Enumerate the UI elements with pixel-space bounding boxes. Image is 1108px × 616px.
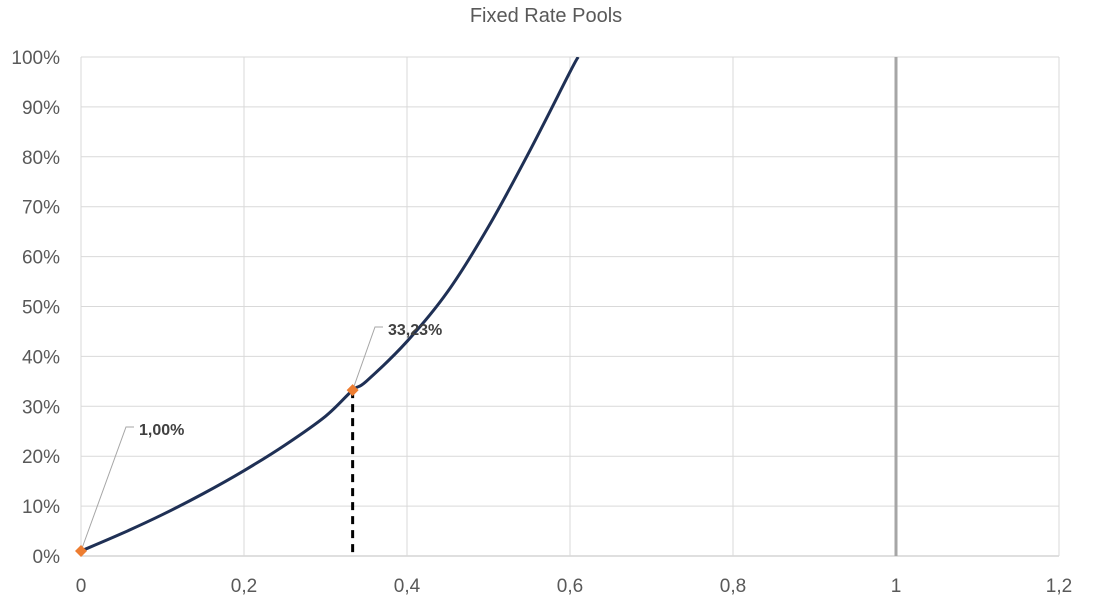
y-tick-label: 50% xyxy=(22,298,60,319)
x-tick-label: 0,2 xyxy=(231,576,257,597)
x-tick-label: 0,4 xyxy=(394,576,421,597)
y-tick-label: 60% xyxy=(22,248,60,269)
y-tick-label: 100% xyxy=(11,48,60,69)
leader-line xyxy=(80,426,134,552)
grid xyxy=(80,56,1060,557)
plot-area: 1,00% 33,23% xyxy=(75,57,898,558)
y-tick-label: 0% xyxy=(33,547,61,568)
x-tick-label: 1 xyxy=(891,576,902,597)
y-tick-label: 10% xyxy=(22,497,60,518)
series-line xyxy=(81,57,580,553)
data-label: 33,23% xyxy=(388,322,442,339)
x-tick-label: 0,6 xyxy=(557,576,583,597)
highlight-point xyxy=(346,384,359,397)
y-tick-label: 40% xyxy=(22,347,60,368)
x-tick-label: 1,2 xyxy=(1046,576,1072,597)
data-label: 1,00% xyxy=(139,422,184,439)
y-tick-label: 80% xyxy=(22,148,60,169)
y-axis: 0% 10% 20% 30% 40% 50% 60% 70% 80% 90% 100% xyxy=(11,48,60,568)
y-tick-label: 90% xyxy=(22,98,60,119)
y-tick-label: 70% xyxy=(22,198,60,219)
highlight-point xyxy=(75,545,87,558)
x-axis: 0 0,2 0,4 0,6 0,8 1 1,2 xyxy=(76,576,1073,597)
y-tick-label: 20% xyxy=(22,447,60,468)
x-tick-label: 0,8 xyxy=(720,576,746,597)
leader-line xyxy=(352,326,383,391)
y-tick-label: 30% xyxy=(22,397,60,418)
x-tick-label: 0 xyxy=(76,576,87,597)
chart-title: Fixed Rate Pools xyxy=(470,5,622,27)
